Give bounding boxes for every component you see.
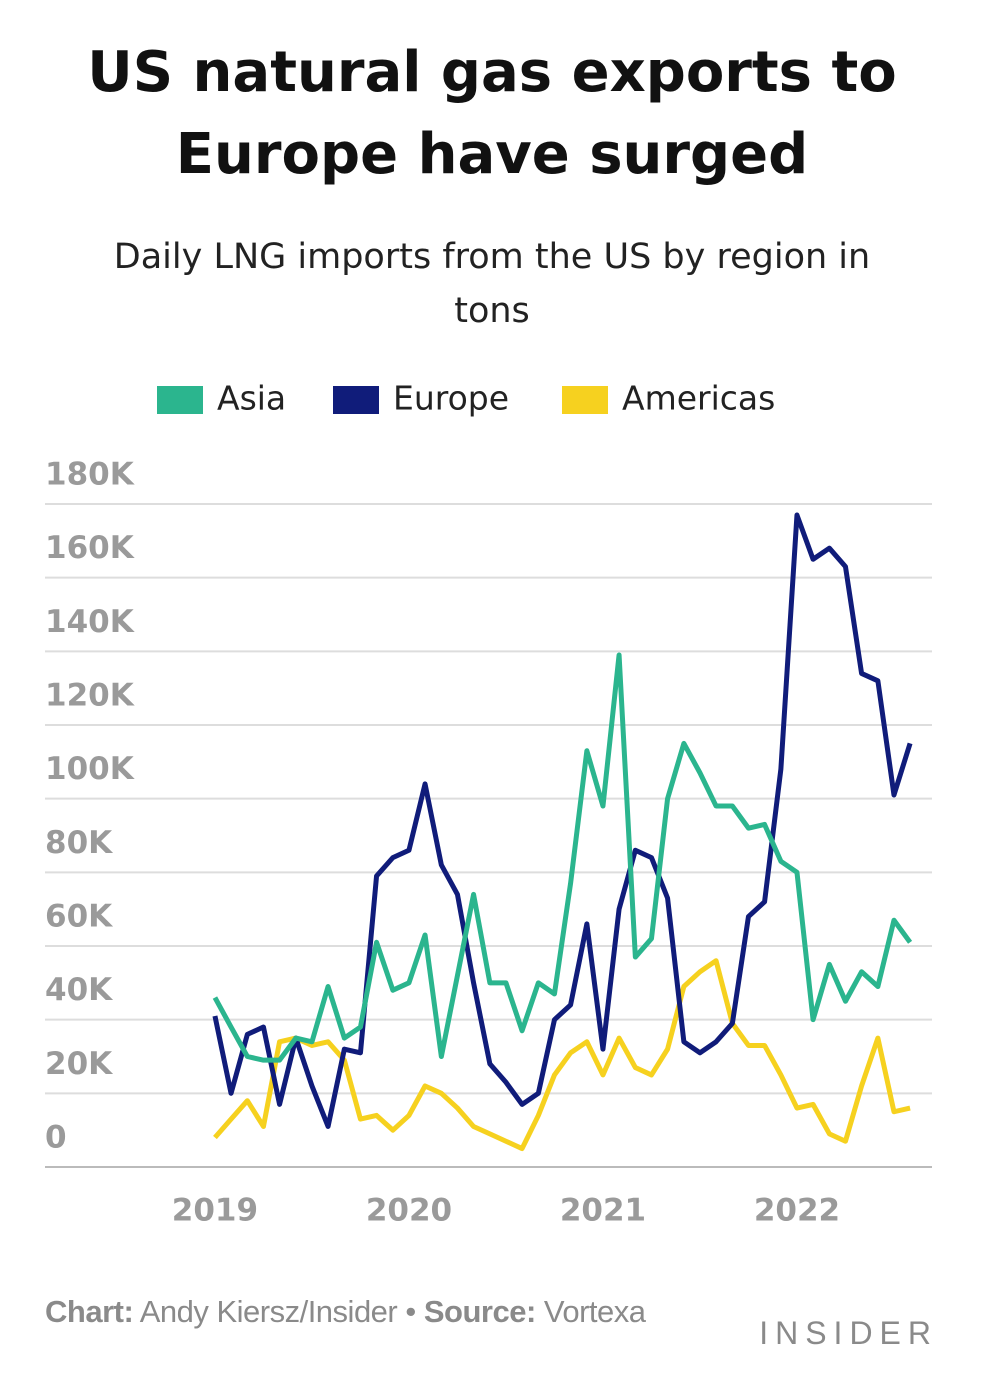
series-line (212, 512, 913, 1129)
y-tick-label: 140K (45, 604, 135, 640)
series-line (212, 652, 913, 1063)
legend-label: Asia (217, 379, 286, 418)
y-tick-label: 60K (45, 899, 113, 935)
source-label: Source: (423, 1294, 536, 1329)
y-tick-label: 0 (45, 1120, 67, 1156)
y-tick-label: 180K (45, 457, 135, 493)
legend-swatch (157, 386, 203, 414)
credit-label: Chart: (45, 1294, 134, 1329)
footer: Chart: Andy Kiersz/Insider • Source: Vor… (45, 1288, 665, 1336)
source: Vortexa (543, 1294, 646, 1329)
legend-label: Americas (622, 379, 775, 418)
x-tick-label: 2021 (560, 1193, 646, 1229)
x-tick-label: 2022 (754, 1193, 840, 1229)
x-tick-label: 2019 (172, 1193, 258, 1229)
chart-title: US natural gas exports to (87, 40, 897, 105)
y-tick-label: 20K (45, 1046, 113, 1082)
legend-label: Europe (393, 379, 509, 418)
y-tick-label: 120K (45, 678, 135, 714)
y-tick-label: 160K (45, 530, 135, 566)
chart-subtitle: Daily LNG imports from the US by region … (114, 237, 870, 277)
series-line (213, 958, 911, 1152)
credit: Andy Kiersz/Insider • (139, 1294, 417, 1329)
x-tick-label: 2020 (366, 1193, 452, 1229)
y-tick-label: 80K (45, 825, 113, 861)
legend-swatch (333, 386, 379, 414)
chart-subtitle: tons (454, 291, 530, 331)
logo: INSIDER (759, 1315, 938, 1351)
legend-swatch (562, 386, 608, 414)
y-tick-label: 100K (45, 751, 135, 787)
y-tick-label: 40K (45, 972, 113, 1008)
chart-title: Europe have surged (176, 122, 808, 187)
